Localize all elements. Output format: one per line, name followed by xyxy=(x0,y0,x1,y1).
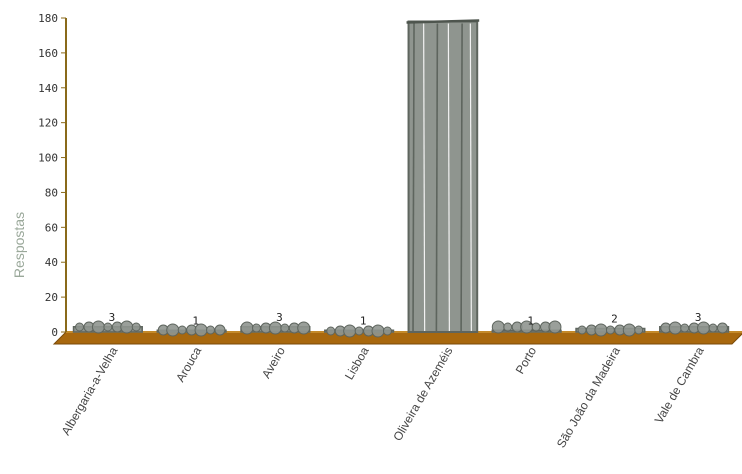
bar xyxy=(407,20,479,333)
data-label: 3 xyxy=(109,311,116,324)
data-label: 3 xyxy=(276,311,283,324)
bar-sketch-blob xyxy=(354,326,364,336)
bar-sketch-blob xyxy=(343,324,357,338)
bar-sketch-blob xyxy=(240,321,254,335)
bar-sketch-blob xyxy=(634,325,644,335)
y-tick-label: 20 xyxy=(45,291,58,304)
bar-sketch-blob xyxy=(103,322,113,332)
bar-sketch-blob xyxy=(577,325,587,335)
bar-sketch-blob xyxy=(708,323,718,333)
x-tick-label: Vale de Cambra xyxy=(652,344,707,426)
x-tick-label: Aveiro xyxy=(259,344,288,381)
x-axis-labels: Albergaria-a-Velha Arouca Aveiro Lisboa Oliv… xyxy=(59,344,707,450)
bar-sketch-blob xyxy=(491,320,505,334)
bar-sketch-blob xyxy=(548,320,562,334)
bar-sketch-stroke xyxy=(423,23,426,332)
x-tick-label: São João da Madeira xyxy=(554,344,623,450)
bar-sketch-blob xyxy=(206,325,216,335)
bar-sketch-blob xyxy=(326,326,336,336)
bar-sketch-stroke xyxy=(447,23,450,332)
bar-sketch-blob xyxy=(680,323,690,333)
y-axis: 0 20 40 60 80 100 120 140 160 180 xyxy=(38,12,67,339)
y-tick-label: 80 xyxy=(45,186,58,199)
bar-sketch-blob xyxy=(382,326,392,336)
y-tick-label: 60 xyxy=(45,221,58,234)
bar-sketch-blob xyxy=(594,323,608,337)
y-tick-label: 40 xyxy=(45,256,58,269)
y-tick-label: 160 xyxy=(38,47,58,60)
bar-sketch-stroke xyxy=(412,23,415,332)
y-tick-label: 100 xyxy=(38,152,58,165)
bar-sketch-stroke xyxy=(435,23,439,332)
bar-sketch-blob xyxy=(75,322,85,332)
y-tick-label: 180 xyxy=(38,12,58,25)
bar-sketch-blob xyxy=(91,320,105,334)
bar-sketch-blob xyxy=(605,325,615,335)
x-tick-label: Porto xyxy=(513,344,540,376)
bar-sketch-blob xyxy=(716,322,728,334)
data-labels: 3 1 3 1 1 2 3 xyxy=(109,311,702,327)
bar-sketch-blob xyxy=(166,323,180,337)
x-tick-label: Arouca xyxy=(173,344,204,384)
data-label: 1 xyxy=(527,314,534,327)
x-tick-label: Oliveira de Azeméis xyxy=(390,345,455,444)
bar-sketch-blob xyxy=(214,324,226,336)
bar-sketch-blob xyxy=(622,323,636,337)
bar-sketch-stroke xyxy=(469,23,472,332)
bars xyxy=(72,19,730,338)
bar-sketch-blob xyxy=(131,322,141,332)
data-label: 1 xyxy=(192,314,199,327)
y-tick-label: 120 xyxy=(38,117,58,130)
data-label: 3 xyxy=(695,311,702,324)
bar-sketch-blob xyxy=(177,325,187,335)
bar-sketch-blob xyxy=(503,322,513,332)
bar-sketch-blob xyxy=(251,323,261,333)
y-tick-label: 0 xyxy=(51,326,58,339)
bar-sketch-stroke xyxy=(460,23,463,332)
data-label: 2 xyxy=(611,313,618,326)
bar-top-edge xyxy=(406,19,480,24)
bar-sketch-blob xyxy=(668,321,682,335)
y-tick-label: 140 xyxy=(38,82,58,95)
y-axis-title: Respostas xyxy=(11,212,27,278)
bar-sketch-blob xyxy=(371,324,385,338)
x-tick-label: Albergaria-a-Velha xyxy=(59,344,121,437)
bar-sketch-blob xyxy=(120,320,134,334)
bar-sketch-blob xyxy=(697,321,711,335)
bar-sketch-blob xyxy=(297,321,311,335)
x-tick-label: Lisboa xyxy=(342,344,372,382)
bar-sketch-blob xyxy=(268,321,282,335)
bar-sketch-blob xyxy=(280,323,290,333)
data-label: 1 xyxy=(360,314,367,327)
